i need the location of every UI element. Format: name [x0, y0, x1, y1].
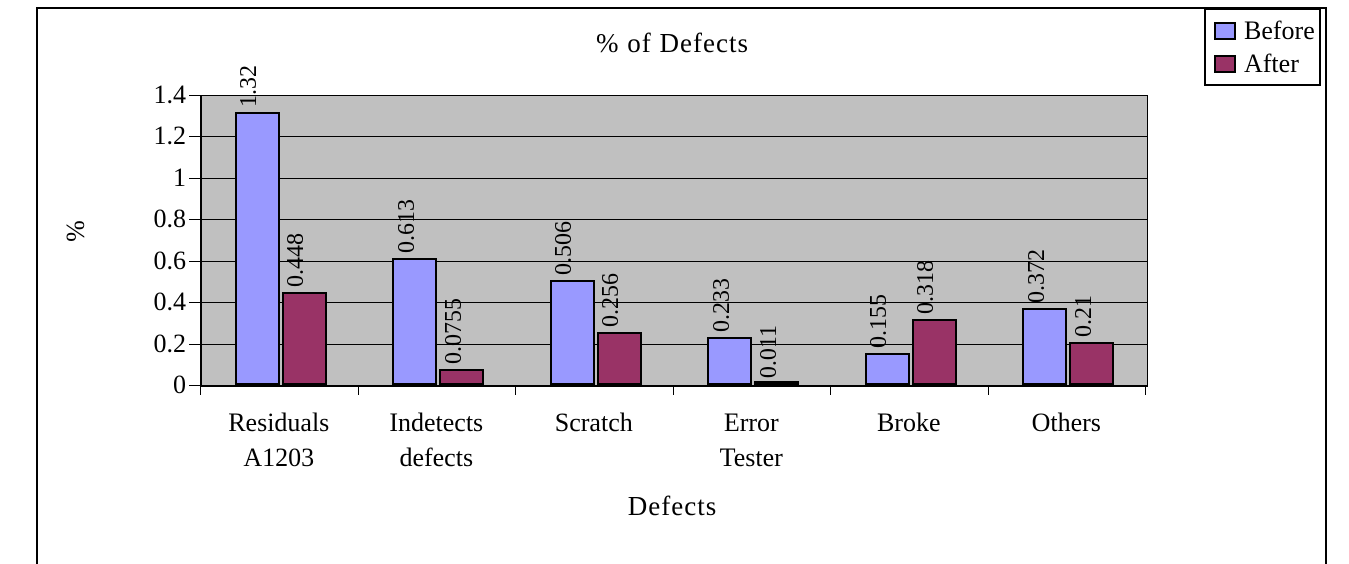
legend-swatch-before: [1214, 21, 1236, 40]
y-tick-label: 0.4: [153, 287, 187, 317]
y-tick-mark: [189, 136, 201, 138]
legend: Before After: [1204, 8, 1321, 86]
bar-value-label: 0.011: [755, 324, 782, 378]
legend-label: After: [1244, 48, 1299, 78]
y-tick-mark: [189, 95, 201, 96]
gridline: [202, 136, 1147, 138]
y-tick-mark: [189, 385, 201, 386]
gridline: [202, 343, 1147, 345]
x-category-label: Residuals A1203: [228, 408, 330, 472]
bar-value-label: 0.318: [913, 260, 940, 315]
y-tick-label: 0: [173, 370, 186, 399]
x-axis-title: Defects: [627, 491, 718, 521]
x-tick-mark: [200, 387, 201, 395]
bar-value-label: 0.21: [1070, 294, 1097, 337]
x-category-label: Broke: [876, 408, 941, 437]
bar-value-label: 0.233: [708, 277, 735, 332]
x-category-label: Others: [1031, 408, 1101, 437]
bar-after-others: [1069, 341, 1115, 385]
x-tick-mark: [987, 387, 989, 395]
gridline: [202, 260, 1147, 262]
bar-value-label: 1.32: [236, 64, 263, 107]
bar-before-indetects-defects: [392, 258, 438, 385]
x-category-label: Indetects defects: [389, 408, 484, 472]
y-axis-title: %: [61, 220, 90, 242]
bar-before-error-tester: [707, 336, 753, 385]
y-tick-label: 1.4: [153, 80, 187, 109]
x-category-label: Scratch: [554, 408, 633, 437]
bar-value-label: 0.256: [598, 272, 625, 327]
x-tick-mark: [357, 387, 359, 395]
y-tick-mark: [189, 302, 201, 304]
chart-title: % of Defects: [596, 28, 749, 58]
bar-before-scratch: [549, 280, 595, 385]
x-tick-mark: [830, 387, 831, 395]
bar-value-label: 0.448: [283, 233, 310, 288]
bar-before-broke: [864, 352, 910, 385]
gridline: [202, 177, 1147, 179]
bar-before-others: [1022, 307, 1068, 385]
gridline: [202, 302, 1147, 304]
bar-value-label: 0.613: [393, 199, 420, 254]
gridline: [202, 219, 1147, 221]
legend-item-before: Before: [1214, 15, 1319, 45]
bar-after-scratch: [596, 331, 642, 385]
legend-swatch-after: [1214, 54, 1236, 73]
bar-value-label: 0.155: [866, 293, 893, 348]
bar-after-indetects-defects: [439, 369, 485, 385]
bar-value-label: 0.0755: [440, 298, 467, 365]
y-tick-label: 0.8: [153, 204, 187, 234]
bar-after-residuals-a1203: [281, 292, 327, 385]
x-tick-mark: [672, 387, 674, 395]
y-tick-label: 1: [173, 162, 186, 192]
bar-before-residuals-a1203: [234, 111, 280, 385]
y-tick-label: 0.6: [153, 245, 187, 275]
chart-object-border: [36, 7, 1327, 564]
plot-area: [200, 95, 1148, 387]
bar-value-label: 0.372: [1023, 248, 1050, 303]
bar-after-error-tester: [754, 381, 800, 385]
y-tick-label: 0.2: [153, 328, 187, 358]
y-tick-mark: [189, 343, 201, 345]
gridline: [202, 95, 1147, 96]
y-tick-mark: [189, 219, 201, 221]
y-tick-mark: [189, 260, 201, 262]
legend-item-after: After: [1214, 48, 1319, 78]
legend-label: Before: [1244, 15, 1315, 45]
x-tick-mark: [515, 387, 516, 395]
x-tick-mark: [1145, 387, 1146, 395]
bar-value-label: 0.506: [551, 221, 578, 276]
bar-after-broke: [911, 319, 957, 385]
y-tick-label: 1.2: [153, 121, 187, 151]
x-category-label: Error Tester: [719, 408, 783, 472]
y-tick-mark: [189, 177, 201, 179]
